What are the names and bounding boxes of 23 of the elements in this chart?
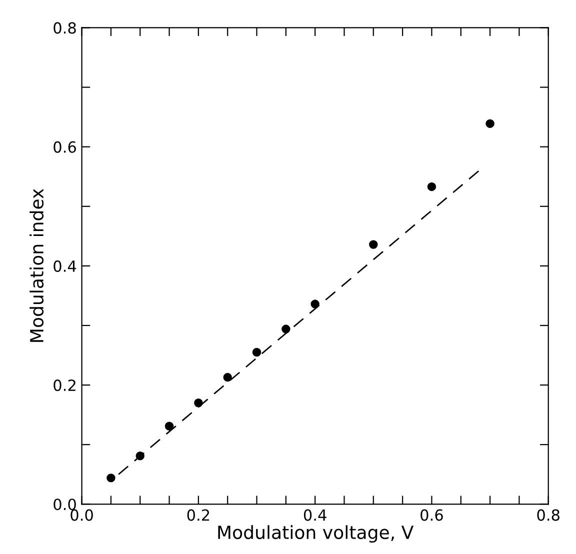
- x-tick-label: 0.8: [537, 509, 560, 521]
- point: [252, 348, 262, 357]
- x-tick-label: 0.6: [420, 509, 443, 521]
- point: [369, 240, 378, 249]
- x-tick-label: 0.4: [304, 509, 326, 521]
- point: [282, 324, 290, 334]
- point: [164, 422, 174, 430]
- x-tick-label: 0.0: [70, 509, 93, 521]
- point: [106, 474, 116, 482]
- point: [194, 398, 203, 408]
- y-tick-label: 0.4: [54, 260, 76, 272]
- y-tick-label: 0.6: [54, 141, 76, 153]
- point: [427, 182, 436, 192]
- y-tick-label: 0.8: [54, 22, 76, 34]
- y-axis-title: Modulation index: [30, 188, 44, 342]
- x-tick-label: 0.2: [187, 509, 210, 521]
- x-axis-title: Modulation voltage, V: [218, 525, 414, 543]
- y-tick-label: 0.0: [54, 498, 76, 510]
- point: [223, 372, 232, 382]
- y-tick-label: 0.2: [54, 379, 76, 392]
- point: [310, 300, 320, 308]
- point: [486, 119, 494, 128]
- point: [136, 452, 144, 460]
